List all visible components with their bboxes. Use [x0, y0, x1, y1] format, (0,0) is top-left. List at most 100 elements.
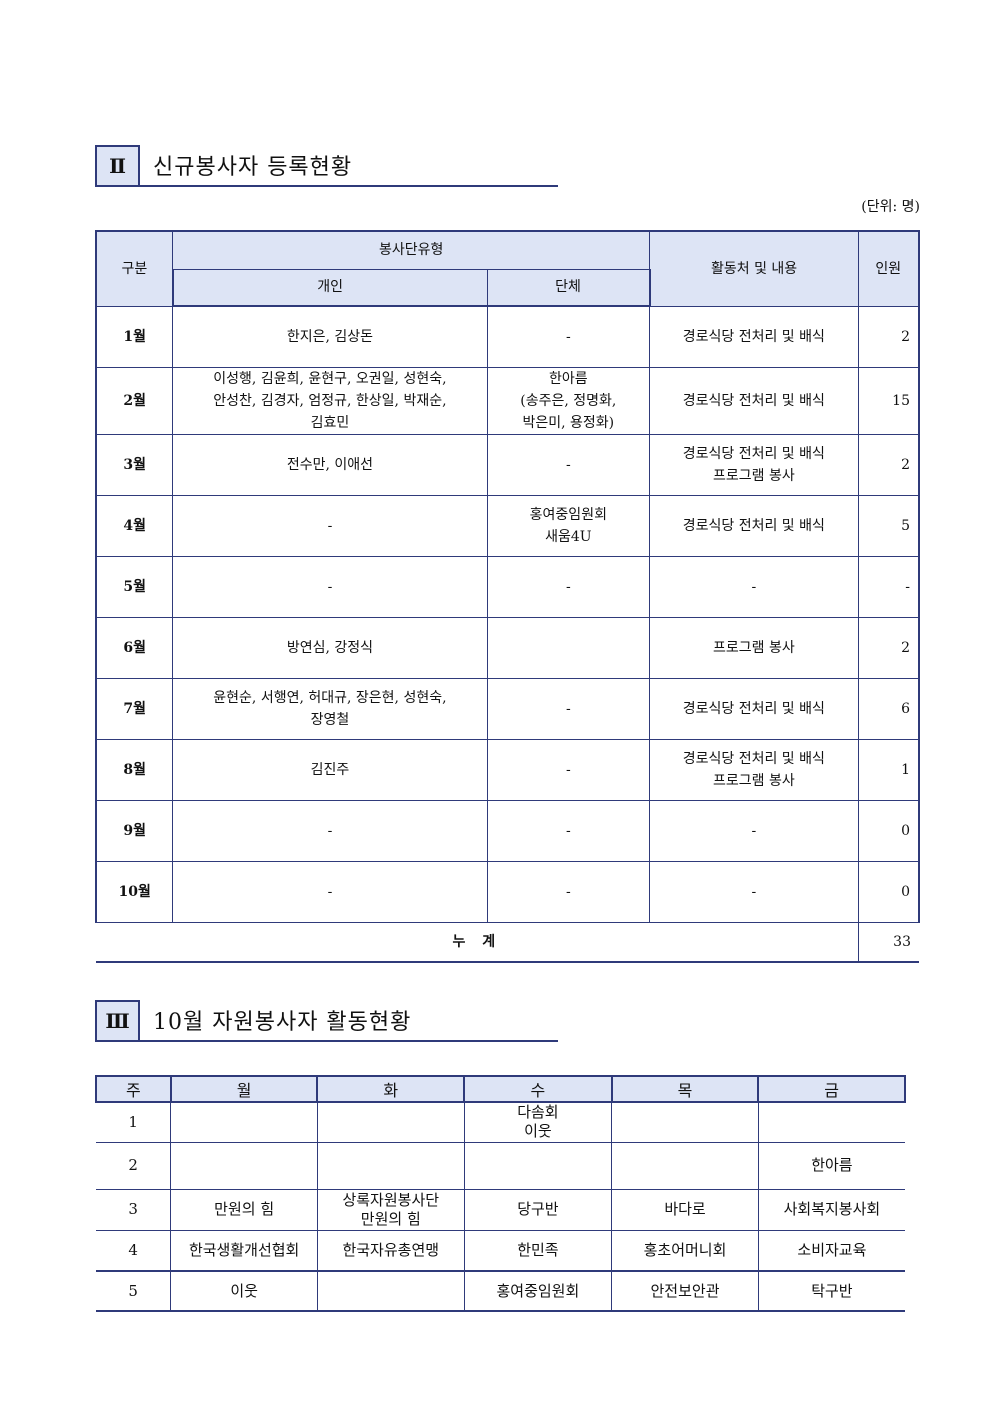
table-row: 7월 윤현순, 서행연, 허대규, 장은현, 성현숙, 장영철 - 경로식당 전처리 …	[95, 678, 920, 740]
place-cell: -	[649, 556, 859, 618]
activity-cell	[170, 1101, 318, 1143]
month-cell: 8월	[95, 739, 174, 801]
activity-cell	[463, 1141, 612, 1190]
activity-cell	[757, 1101, 905, 1143]
table-row: 1월 한지은, 김상돈 - 경로식당 전처리 및 배식 2	[95, 305, 920, 368]
header-place: 활동처 및 내용	[649, 230, 859, 307]
activity-cell	[316, 1141, 465, 1190]
section-title: 신규봉사자 등록현황	[153, 155, 353, 180]
table-row: 3월 전수만, 이애선 - 경로식당 전처리 및 배식 프로그램 봉사 2	[95, 434, 920, 496]
month-cell: 6월	[95, 617, 174, 679]
section-3-heading: Ⅲ 10월 자원봉사자 활동현황	[95, 1000, 558, 1042]
month-cell: 10월	[95, 861, 174, 923]
activity-cell	[170, 1141, 318, 1190]
month-cell: 4월	[95, 495, 174, 557]
count-cell: 5	[857, 495, 920, 557]
group-cell: 한아름 (송주은, 정명화, 박은미, 용정화)	[486, 367, 651, 435]
count-cell: 15	[857, 367, 920, 435]
table-row: 2월 이성행, 김윤희, 윤현구, 오권일, 성현숙, 안성찬, 김경자, 엄정규…	[95, 367, 920, 435]
week-cell: 5	[96, 1270, 171, 1312]
month-cell: 2월	[95, 367, 174, 435]
table-row: 2 한아름	[96, 1141, 905, 1190]
group-cell: 홍여중임원회 새움4U	[486, 495, 651, 557]
place-cell: 경로식당 전처리 및 배식	[649, 367, 859, 435]
header-individual: 개인	[171, 268, 488, 307]
table-row: 4 한국생활개선협회 한국자유총연맹 한민족 홍초어머니회 소비자교육	[96, 1229, 905, 1272]
table-row: 4월 - 홍여중임원회 새움4U 경로식당 전처리 및 배식 5	[95, 495, 920, 557]
activity-cell: 바다로	[611, 1188, 759, 1231]
header-mon: 월	[169, 1075, 319, 1103]
table-row: 10월 - - -0	[95, 861, 920, 923]
header-category: 구분	[95, 230, 174, 307]
group-cell	[486, 617, 651, 679]
header-count: 인원	[857, 230, 920, 307]
header-wed: 수	[463, 1075, 613, 1103]
count-cell: 6	[857, 678, 920, 740]
header-group: 단체	[486, 268, 651, 307]
activity-cell: 홍여중임원회	[463, 1270, 612, 1312]
activity-cell	[316, 1101, 465, 1143]
header-type: 봉사단유형	[172, 230, 651, 270]
count-cell: 2	[857, 305, 920, 368]
individual-cell: 한지은, 김상돈	[172, 305, 488, 368]
individual-cell: -	[172, 800, 488, 862]
count-cell: 2	[857, 617, 920, 679]
activity-cell: 한국자유총연맹	[316, 1229, 465, 1272]
group-cell: -	[486, 678, 651, 740]
activity-cell: 한국생활개선협회	[170, 1229, 318, 1272]
group-cell: -	[486, 800, 651, 862]
individual-cell: 김진주	[172, 739, 488, 801]
table-row: 9월 - - -0	[95, 800, 920, 862]
activity-cell: 다솜회 이웃	[463, 1101, 612, 1143]
group-cell: -	[486, 556, 651, 618]
header-week: 주	[95, 1075, 172, 1103]
month-cell: 9월	[95, 800, 174, 862]
individual-cell: 방연심, 강정식	[172, 617, 488, 679]
activity-cell: 한아름	[757, 1141, 905, 1190]
count-cell: 1	[857, 739, 920, 801]
activity-cell: 한민족	[463, 1229, 612, 1272]
activity-cell	[611, 1141, 759, 1190]
table-row: 8월 김진주 - 경로식당 전처리 및 배식 프로그램 봉사 1	[95, 739, 920, 801]
unit-label: (단위: 명)	[861, 199, 920, 215]
section-number: Ⅱ	[95, 145, 140, 187]
group-cell: -	[486, 305, 651, 368]
activity-cell: 소비자교육	[757, 1229, 905, 1272]
total-label: 누 계	[96, 922, 859, 963]
section-number: Ⅲ	[95, 1000, 140, 1042]
activity-cell: 홍초어머니회	[611, 1229, 759, 1272]
group-cell: -	[486, 861, 651, 923]
month-cell: 7월	[95, 678, 174, 740]
week-cell: 3	[96, 1188, 171, 1231]
section-2-heading: Ⅱ 신규봉사자 등록현황	[95, 145, 558, 187]
place-cell: -	[649, 800, 859, 862]
count-cell: -	[857, 556, 920, 618]
activity-cell: 탁구반	[757, 1270, 905, 1312]
place-cell: 경로식당 전처리 및 배식	[649, 495, 859, 557]
month-cell: 1월	[95, 305, 174, 368]
table-row: 6월 방연심, 강정식 프로그램 봉사 2	[95, 617, 920, 679]
activity-cell: 상록자원봉사단 만원의 힘	[316, 1188, 465, 1231]
individual-cell: -	[172, 861, 488, 923]
count-cell: 2	[857, 434, 920, 496]
group-cell: -	[486, 739, 651, 801]
place-cell: -	[649, 861, 859, 923]
week-cell: 1	[96, 1101, 171, 1143]
place-cell: 경로식당 전처리 및 배식 프로그램 봉사	[649, 434, 859, 496]
activity-cell: 안전보안관	[611, 1270, 759, 1312]
count-cell: 0	[857, 800, 920, 862]
table-row: 1 다솜회 이웃	[96, 1101, 905, 1143]
activity-cell: 사회복지봉사회	[757, 1188, 905, 1231]
individual-cell: 이성행, 김윤희, 윤현구, 오권일, 성현숙, 안성찬, 김경자, 엄정규, …	[172, 367, 488, 435]
individual-cell: -	[172, 495, 488, 557]
table-row: 5월 - - - -	[95, 556, 920, 618]
individual-cell: 전수만, 이애선	[172, 434, 488, 496]
section-title: 10월 자원봉사자 활동현황	[153, 1010, 412, 1035]
month-cell: 3월	[95, 434, 174, 496]
place-cell: 프로그램 봉사	[649, 617, 859, 679]
header-fri: 금	[757, 1075, 906, 1103]
activity-cell: 당구반	[463, 1188, 612, 1231]
activity-cell	[611, 1101, 759, 1143]
